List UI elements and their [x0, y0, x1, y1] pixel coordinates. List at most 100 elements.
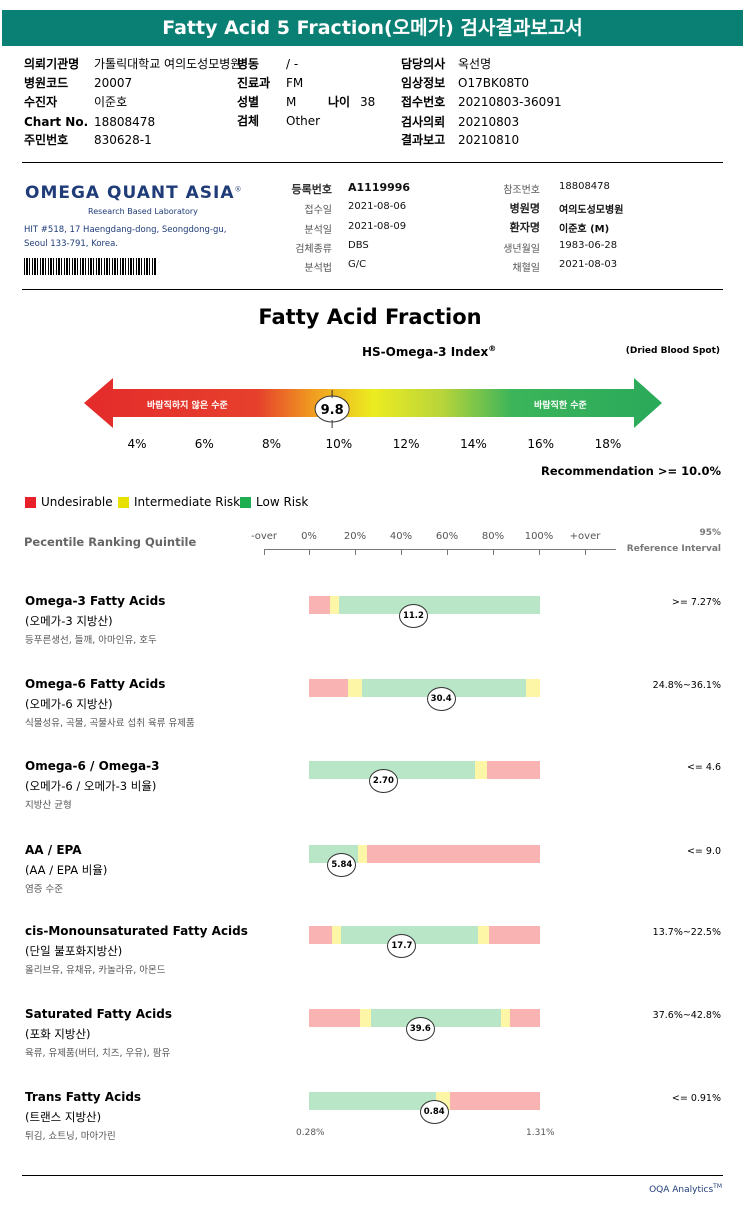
ref-no-label: 참조번호 [503, 185, 540, 196]
gauge-tick-label: 12% [392, 437, 420, 451]
row-korean-name: (AA / EPA 비율) [25, 863, 108, 877]
row-description: 올리브유, 유채유, 카놀라유, 아몬드 [25, 965, 166, 976]
row-description: 육류, 유제품(버터, 치즈, 우유), 팜유 [25, 1048, 171, 1059]
gauge-tick-label: 10% [325, 437, 353, 451]
percentile-scale-label: -over [250, 531, 278, 542]
clinical-label: 임상정보 [401, 76, 446, 90]
lab-address-line2: Seoul 133-791, Korea. [24, 239, 118, 249]
row-title: Omega-6 / Omega-3 [25, 759, 160, 773]
doctor-value: 옥선명 [458, 57, 492, 71]
row-description: 지방산 균형 [25, 800, 72, 811]
patient-value: 이준호 (M) [559, 224, 610, 235]
row-korean-name: (오메가-6 지방산) [25, 697, 113, 711]
ward-value: / - [286, 57, 299, 71]
index-label: HS-Omega-3 Index® [362, 344, 497, 359]
received-label: 접수일 [304, 205, 332, 216]
institution-label: 의뢰기관명 [24, 57, 80, 71]
divider [22, 162, 723, 163]
row-description: 등푸른생선, 들깨, 아마인유, 호두 [25, 635, 157, 646]
range-bar: 11.2 [309, 596, 540, 628]
rrn-label: 주민번호 [24, 133, 69, 147]
range-bar: 5.84 [309, 845, 540, 877]
sex-value: M [286, 95, 297, 109]
reg-no-value: A1119996 [348, 181, 411, 194]
range-segment-yel [477, 926, 490, 944]
name-value: 이준호 [94, 95, 128, 109]
dept-value: FM [286, 76, 304, 90]
divider [22, 289, 723, 290]
row-korean-name: (오메가-6 / 오메가-3 비율) [25, 779, 157, 793]
row-title: Omega-6 Fatty Acids [25, 677, 166, 691]
patient-label: 환자명 [509, 221, 540, 234]
dried-blood-spot-note: (Dried Blood Spot) [625, 346, 720, 356]
percentile-scale-label: +over [569, 531, 601, 542]
report-label: 결과보고 [401, 133, 446, 147]
gauge-arrow [84, 378, 662, 428]
range-segment-yel [475, 761, 487, 779]
gauge-tick-label: 14% [460, 437, 487, 451]
collected-label: 채혈일 [512, 263, 540, 274]
range-segment-yel [500, 1009, 510, 1027]
method-value: G/C [348, 259, 367, 270]
request-value: 20210803 [458, 115, 520, 129]
range-segment-yel [357, 845, 367, 863]
percentile-tick [309, 549, 310, 555]
row-korean-name: (단일 불포화지방산) [25, 944, 123, 958]
range-segment-red [309, 926, 333, 944]
row-korean-name: (트랜스 지방산) [25, 1110, 102, 1124]
index-gauge: 9.8 [84, 378, 662, 428]
dob-label: 생년월일 [503, 244, 540, 255]
range-segment-yel [359, 1009, 372, 1027]
analyzed-label: 분석일 [304, 225, 332, 236]
report-value: 20210810 [458, 133, 520, 147]
range-segment-red [486, 761, 540, 779]
gauge-value-text: 9.8 [321, 403, 344, 418]
specimen-label: 검체 [237, 114, 260, 128]
value-marker: 17.7 [387, 934, 417, 958]
undesirable-level-text: 바람직하지 않은 수준 [147, 401, 228, 411]
dob-value: 1983-06-28 [559, 240, 618, 251]
method-label: 분석법 [304, 263, 332, 274]
row-reference-interval: <= 4.6 [686, 762, 721, 773]
chart-label: Chart No. [24, 115, 89, 129]
ref-interval-header-pct: 95% [699, 528, 721, 538]
percentile-label: Pecentile Ranking Quintile [24, 535, 197, 549]
range-min-label: 0.28% [296, 1128, 325, 1138]
percentile-scale-label: 80% [481, 531, 505, 542]
report-title: Fatty Acid 5 Fraction(오메가) 검사결과보고서 [2, 10, 743, 46]
percentile-tick [355, 549, 356, 555]
row-korean-name: (오메가-3 지방산) [25, 614, 113, 628]
lab-logo: OMEGA QUANT ASIA® [25, 183, 243, 203]
range-segment-red [489, 926, 540, 944]
intermediate-swatch [118, 497, 129, 508]
receipt-value: 20210803-36091 [458, 95, 562, 109]
barcode [24, 258, 156, 275]
range-segment-yel [348, 679, 363, 697]
percentile-axis [264, 549, 616, 550]
range-segment-red [309, 596, 330, 614]
hospital-value: 여의도성모병원 [559, 205, 624, 216]
specimen-value: Other [286, 114, 321, 128]
row-korean-name: (포화 지방산) [25, 1027, 91, 1041]
value-marker: 0.84 [419, 1100, 449, 1124]
age-label: 나이 [328, 95, 351, 109]
value-marker: 30.4 [426, 687, 456, 711]
ward-label: 병동 [237, 57, 260, 71]
range-bar: 0.84 [309, 1092, 540, 1124]
low-risk-swatch [240, 497, 251, 508]
row-description: 식물성유, 곡물, 곡물사료 섭취 육류 유제품 [25, 718, 195, 729]
legend-low-risk: Low Risk [256, 495, 309, 509]
lab-tagline: Research Based Laboratory [88, 207, 198, 216]
row-title: cis-Monounsaturated Fatty Acids [25, 924, 248, 938]
row-description: 염증 수준 [25, 884, 63, 895]
hospital-code-label: 병원코드 [24, 76, 69, 90]
range-segment-grn [339, 596, 540, 614]
collected-value: 2021-08-03 [559, 259, 618, 270]
range-segment-red [309, 679, 349, 697]
range-segment-yel [332, 926, 342, 944]
fraction-title: Fatty Acid Fraction [258, 305, 482, 329]
hospital-label: 병원명 [509, 202, 540, 215]
lab-address-line1: HIT #518, 17 Haengdang-dong, Seongdong-g… [24, 225, 227, 235]
gauge-value-marker: 9.8 [314, 390, 350, 428]
ref-interval-header: Reference Interval [626, 544, 721, 554]
